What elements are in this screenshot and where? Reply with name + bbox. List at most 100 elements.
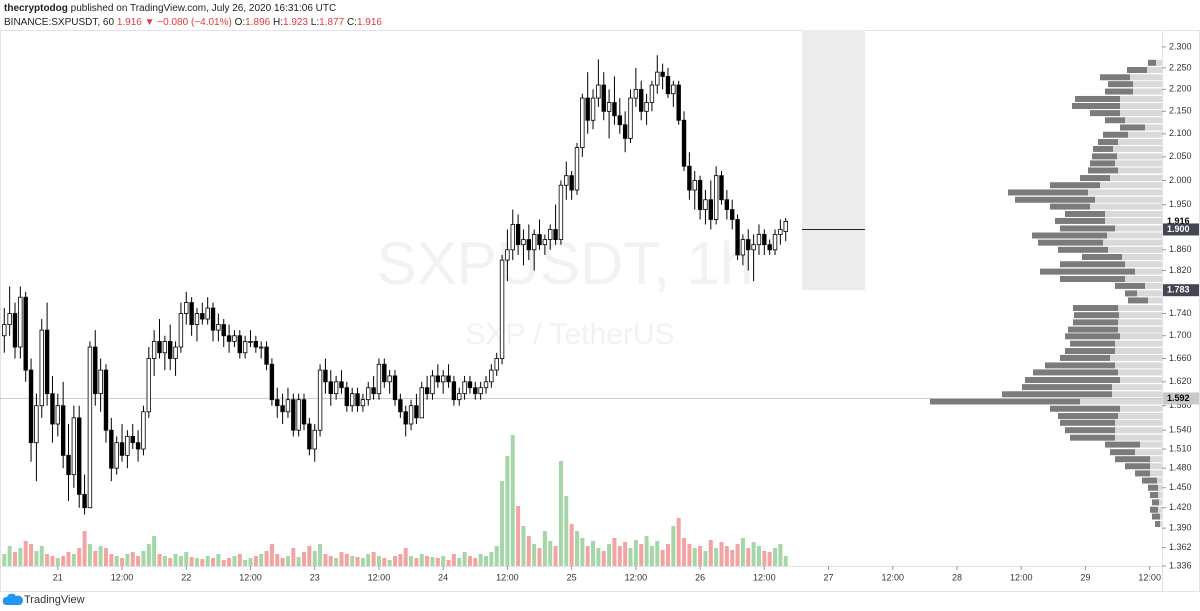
volume-bar (221, 560, 226, 566)
x-tick-label: 24 (438, 572, 448, 582)
volume-bar (376, 556, 381, 566)
volume-bar (114, 556, 119, 566)
candle-body (291, 399, 296, 431)
volume-bar (623, 542, 628, 566)
profile-dark (1115, 456, 1150, 463)
candle-body (676, 84, 681, 121)
candle-body (323, 369, 328, 383)
volume-bar (7, 546, 12, 566)
low-value: 1.877 (319, 17, 345, 28)
logo-cloud (3, 593, 23, 605)
candle-body (462, 381, 467, 395)
volume-bar (259, 554, 264, 566)
candle-body (237, 335, 242, 354)
x-tick-label: 12:00 (239, 572, 262, 582)
candle-body (2, 324, 7, 337)
volume-bar (617, 546, 622, 566)
candle-body (87, 346, 93, 509)
x-tick-label: 12:00 (625, 572, 648, 582)
volume-bar (98, 546, 103, 566)
volume-bar (302, 552, 307, 566)
poc-label: 1.592 (1167, 393, 1190, 403)
candle-body (98, 369, 103, 395)
candle-body (387, 375, 392, 383)
candle-body (109, 429, 114, 469)
profile-light (1080, 398, 1162, 405)
candle-body (50, 393, 55, 425)
volume-bar (719, 542, 724, 566)
y-tick-label: 1.420 (1169, 502, 1192, 512)
candle-body (515, 224, 521, 246)
volume-bar (269, 544, 274, 566)
volume-bar (318, 544, 323, 566)
volume-bar (344, 554, 349, 566)
profile-light (1125, 261, 1162, 268)
volume-bar (387, 560, 392, 566)
volume-bar (532, 544, 537, 566)
y-tick-label: 1.580 (1169, 400, 1192, 410)
profile-dark (1050, 203, 1090, 210)
profile-dark (1025, 377, 1120, 384)
volume-bar (184, 552, 189, 566)
volume-bar (425, 556, 430, 566)
volume-bar (419, 554, 424, 566)
x-tick-label: 12:00 (753, 572, 776, 582)
candle-body (596, 84, 601, 99)
x-tick-label: 21 (53, 572, 63, 582)
volume-bar (714, 548, 719, 566)
volume-bar (467, 556, 472, 566)
candle-body (639, 88, 644, 112)
volume-bar (708, 540, 713, 566)
volume-bar (360, 558, 365, 566)
profile-light (1112, 384, 1162, 391)
volume-bar (687, 544, 692, 566)
profile-dark (1032, 232, 1107, 239)
volume-bar (168, 558, 173, 566)
candle-body (71, 417, 77, 476)
profile-dark (1135, 470, 1150, 477)
profile-light (1118, 413, 1162, 420)
candle-body (333, 381, 339, 395)
candle-body (660, 71, 665, 77)
profile-light (1125, 117, 1162, 124)
profile-dark (1058, 413, 1118, 420)
volume-bar (698, 546, 703, 566)
x-tick-label: 26 (695, 572, 705, 582)
volume-bar (414, 558, 419, 566)
candle-body (703, 199, 708, 210)
candle-body (569, 175, 574, 191)
volume-bar (12, 552, 17, 566)
profile-dark (1070, 434, 1115, 441)
candle-body (12, 313, 18, 348)
candle-body (28, 369, 34, 444)
volume-bar (393, 556, 398, 566)
candle-body (280, 405, 285, 413)
profile-light (1120, 333, 1162, 340)
x-tick-label: 27 (824, 572, 834, 582)
candle-body (548, 229, 553, 240)
header: thecryptodog published on TradingView.co… (4, 2, 382, 30)
candle-body (301, 399, 307, 425)
profile-light (1120, 405, 1162, 412)
volume-bar (665, 544, 670, 566)
footer: TradingView (24, 594, 85, 606)
candle-body (135, 442, 141, 450)
y-tick-label: 1.510 (1169, 443, 1192, 453)
volume-bar (296, 557, 301, 566)
candle-body (435, 375, 441, 383)
volume-bar (194, 558, 199, 566)
candle-body (221, 324, 226, 337)
profile-light (1115, 348, 1162, 355)
profile-light (1120, 110, 1162, 117)
range-top-label-box (1163, 223, 1199, 236)
volume-bar (371, 552, 376, 566)
candle-body (392, 375, 398, 401)
profile-dark (1050, 182, 1100, 189)
profile-dark (1068, 326, 1118, 333)
volume-bar (409, 556, 414, 566)
profile-light (1117, 153, 1162, 160)
candle-body (103, 369, 109, 431)
profile-light (1158, 492, 1162, 499)
candle-body (317, 369, 323, 431)
candle-body (649, 84, 655, 103)
